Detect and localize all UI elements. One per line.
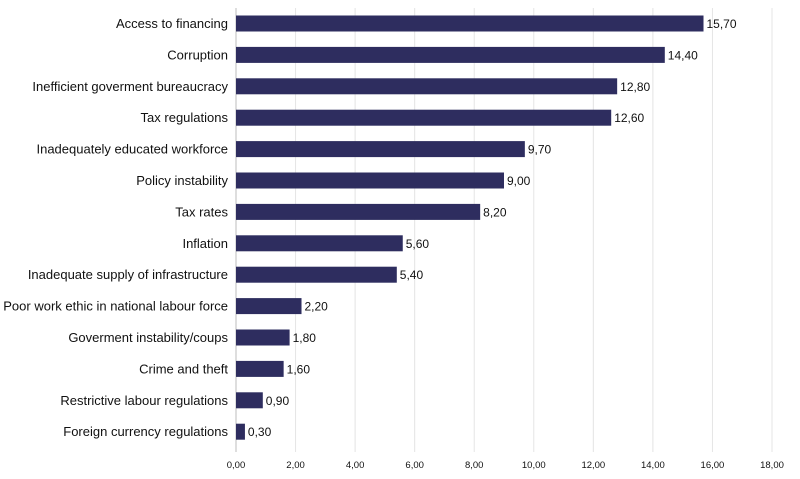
- category-labels: Access to financing Corruption Inefficient…: [3, 16, 228, 439]
- bar: [236, 235, 403, 252]
- category-label: Tax rates: [175, 204, 228, 219]
- bar: [236, 329, 290, 346]
- data-label: 5,60: [406, 237, 430, 251]
- data-label: 8,20: [483, 205, 507, 219]
- x-tick-label: 10,00: [522, 460, 546, 471]
- category-label: Inefficient goverment bureaucracy: [32, 79, 228, 94]
- x-tick-label: 14,00: [641, 460, 665, 471]
- gridlines: [235, 8, 773, 452]
- x-tick-label: 12,00: [581, 460, 605, 471]
- data-label: 12,60: [614, 111, 644, 125]
- category-label: Policy instability: [136, 173, 228, 188]
- bar: [236, 78, 618, 95]
- value-labels: 15,70 14,40 12,80 12,60 9,70 9,00 8,20 5,60 5,40…: [248, 17, 737, 439]
- category-label: Tax regulations: [141, 110, 229, 125]
- category-label: Access to financing: [116, 16, 228, 31]
- bar: [236, 392, 263, 409]
- category-label: Crime and theft: [139, 361, 228, 376]
- data-label: 9,70: [528, 143, 552, 157]
- bar: [236, 203, 481, 220]
- data-label: 5,40: [400, 268, 424, 282]
- x-tick-label: 4,00: [346, 460, 365, 471]
- category-label: Foreign currency regulations: [63, 424, 228, 439]
- bar: [236, 423, 245, 440]
- bar: [236, 298, 302, 315]
- data-label: 14,40: [668, 48, 698, 62]
- bar: [236, 141, 525, 158]
- bars: [236, 15, 704, 440]
- x-tick-label: 2,00: [286, 460, 305, 471]
- x-tick-label: 6,00: [405, 460, 424, 471]
- x-tick-label: 8,00: [465, 460, 484, 471]
- bar: [236, 15, 704, 32]
- category-label: Inadequate supply of infrastructure: [28, 267, 228, 282]
- category-label: Goverment instability/coups: [68, 330, 228, 345]
- data-label: 1,60: [287, 362, 311, 376]
- x-tick-label: 18,00: [760, 460, 784, 471]
- category-label: Inadequately educated workforce: [36, 142, 228, 157]
- category-label: Inflation: [182, 236, 228, 251]
- bar: [236, 109, 612, 126]
- data-label: 12,80: [620, 80, 650, 94]
- data-label: 9,00: [507, 174, 531, 188]
- data-label: 1,80: [293, 331, 317, 345]
- data-label: 0,30: [248, 425, 272, 439]
- bar: [236, 266, 397, 283]
- data-label: 0,90: [266, 394, 290, 408]
- category-label: Restrictive labour regulations: [60, 393, 228, 408]
- x-tick-label: 16,00: [701, 460, 725, 471]
- bar: [236, 172, 504, 189]
- x-tick-label: 0,00: [227, 460, 246, 471]
- bar: [236, 46, 665, 63]
- category-label: Poor work ethic in national labour force: [3, 299, 228, 314]
- x-axis-tick-labels: 0,00 2,00 4,00 6,00 8,00 10,00 12,00 14,00 16,00…: [227, 460, 784, 471]
- bar: [236, 360, 284, 377]
- data-label: 2,20: [305, 300, 329, 314]
- data-label: 15,70: [707, 17, 737, 31]
- category-label: Corruption: [167, 47, 228, 62]
